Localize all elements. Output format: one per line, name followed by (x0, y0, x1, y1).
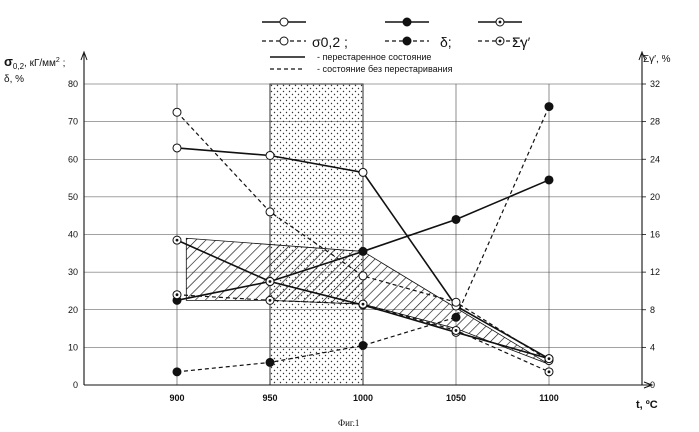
y-tick-label: 0 (73, 380, 78, 390)
series-1-point (452, 298, 460, 306)
legend-marker (403, 37, 411, 45)
y-tick-label: 20 (68, 305, 78, 315)
legend-dashed-line-label: - состояние без перестаривания (317, 64, 453, 74)
series-2-point (359, 247, 367, 255)
legend: σ0,2 ; δ; Σγ′ - перестаренное состояние … (262, 18, 531, 74)
legend-gamma-label: Σγ′ (512, 34, 531, 50)
series-5-point-center (455, 329, 458, 332)
x-tick-label: 1100 (539, 393, 559, 403)
x-axis-title: t, ºC (636, 399, 658, 411)
series-5-point-center (548, 370, 551, 373)
left-axis-title-line1: σ0,2, кГ/мм2 ; (4, 54, 65, 71)
legend-solid-line-label: - перестаренное состояние (317, 52, 431, 62)
legend-marker-center (499, 40, 502, 43)
x-tick-label: 950 (262, 393, 277, 403)
series-3-point (173, 368, 181, 376)
x-tick-label: 900 (169, 393, 184, 403)
series-0-point (359, 168, 367, 176)
series-3-point (266, 358, 274, 366)
legend-marker (280, 37, 288, 45)
y2-tick-label: 24 (650, 154, 660, 164)
legend-sigma-label: σ0,2 ; (312, 34, 348, 50)
plot-area: 0102030405060708090095010001050110004812… (68, 52, 660, 403)
y-tick-label: 40 (68, 230, 78, 240)
series-0-point (266, 151, 274, 159)
series-2-point (545, 176, 553, 184)
series-0-point (173, 144, 181, 152)
y2-tick-label: 32 (650, 79, 660, 89)
y2-tick-label: 20 (650, 192, 660, 202)
legend-marker (403, 18, 411, 26)
series-3-point (359, 341, 367, 349)
figure-caption: Фиг.1 (338, 418, 359, 428)
series-4-point-center (176, 239, 179, 242)
y2-tick-label: 12 (650, 267, 660, 277)
y2-tick-label: 16 (650, 230, 660, 240)
y-tick-label: 70 (68, 117, 78, 127)
x-tick-label: 1050 (446, 393, 466, 403)
series-2-point (452, 215, 460, 223)
series-4-point-center (269, 280, 272, 283)
series-3-point (452, 313, 460, 321)
y-tick-label: 10 (68, 342, 78, 352)
y2-tick-label: 28 (650, 117, 660, 127)
legend-marker-center (499, 21, 502, 24)
legend-symbols (262, 18, 522, 45)
y-tick-label: 80 (68, 79, 78, 89)
hatched-region (186, 238, 549, 364)
y-tick-label: 60 (68, 154, 78, 164)
y-tick-label: 30 (68, 267, 78, 277)
series-1-point (173, 108, 181, 116)
right-axis-title: Σγ′, % (643, 54, 671, 65)
legend-marker (280, 18, 288, 26)
series-5-point-center (176, 293, 179, 296)
series-5-point-center (269, 299, 272, 302)
series-1-point (359, 272, 367, 280)
legend-delta-label: δ; (440, 34, 452, 50)
series-4-point-center (548, 357, 551, 360)
left-axis-title-line2: δ, % (4, 74, 24, 85)
y-tick-label: 50 (68, 192, 78, 202)
series-1-point (266, 208, 274, 216)
series-3-point (545, 103, 553, 111)
series-5-point-center (362, 303, 365, 306)
x-tick-label: 1000 (353, 393, 373, 403)
y2-tick-label: 4 (650, 342, 655, 352)
y2-tick-label: 8 (650, 305, 655, 315)
